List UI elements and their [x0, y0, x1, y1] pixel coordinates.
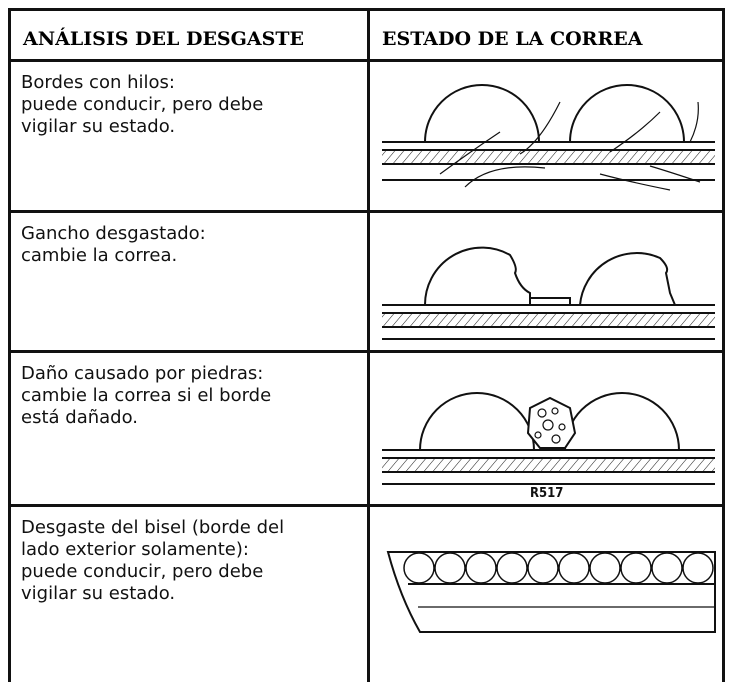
cell: Daño causado por piedras: cambie la corre…: [8, 350, 370, 507]
wear-table: ANÁLISIS DEL DESGASTE ESTADO DE LA CORRE…: [8, 8, 725, 682]
text: puede conducir, pero debe: [21, 561, 264, 582]
header: ANÁLISIS DEL DESGASTE: [8, 8, 370, 62]
text: vigilar su estado.: [21, 583, 176, 604]
figure-cell: [367, 59, 725, 213]
figure-cell: R517: [367, 350, 725, 507]
text: cambie la correa si el borde: [21, 385, 272, 406]
text: vigilar su estado.: [21, 116, 176, 137]
worn-hook-belt: [382, 246, 715, 340]
row: Gancho desgastado: cambie la correa.: [8, 210, 725, 353]
cell: Bordes con hilos: puede conducir, pero de…: [8, 59, 370, 213]
figure-cell: [367, 504, 725, 682]
text: cambie la correa.: [21, 245, 178, 266]
cell: Desgaste del bisel (borde del lado exteri…: [8, 504, 370, 682]
text: puede conducir, pero debe: [21, 94, 264, 115]
text: está dañado.: [21, 407, 138, 428]
row: Daño causado por piedras: cambie la corre…: [8, 350, 725, 507]
frayed-belt: [382, 84, 715, 191]
bevel-wear-belt: [386, 551, 716, 633]
text: Bordes con hilos:: [21, 72, 175, 93]
cell: Gancho desgastado: cambie la correa.: [8, 210, 370, 353]
text: lado exterior solamente):: [21, 539, 249, 560]
header: ESTADO DE LA CORREA: [367, 8, 725, 62]
text: Gancho desgastado:: [21, 223, 206, 244]
row: Desgaste del bisel (borde del lado exteri…: [8, 504, 725, 682]
header-row: ANÁLISIS DEL DESGASTE ESTADO DE LA CORRE…: [8, 8, 725, 62]
figure-code: R517: [530, 486, 563, 501]
text: Daño causado por piedras:: [21, 363, 264, 384]
text: Desgaste del bisel (borde del: [21, 517, 285, 538]
figure-cell: [367, 210, 725, 353]
row: Bordes con hilos: puede conducir, pero de…: [8, 59, 725, 213]
stone-damage-belt: R517: [382, 392, 715, 501]
